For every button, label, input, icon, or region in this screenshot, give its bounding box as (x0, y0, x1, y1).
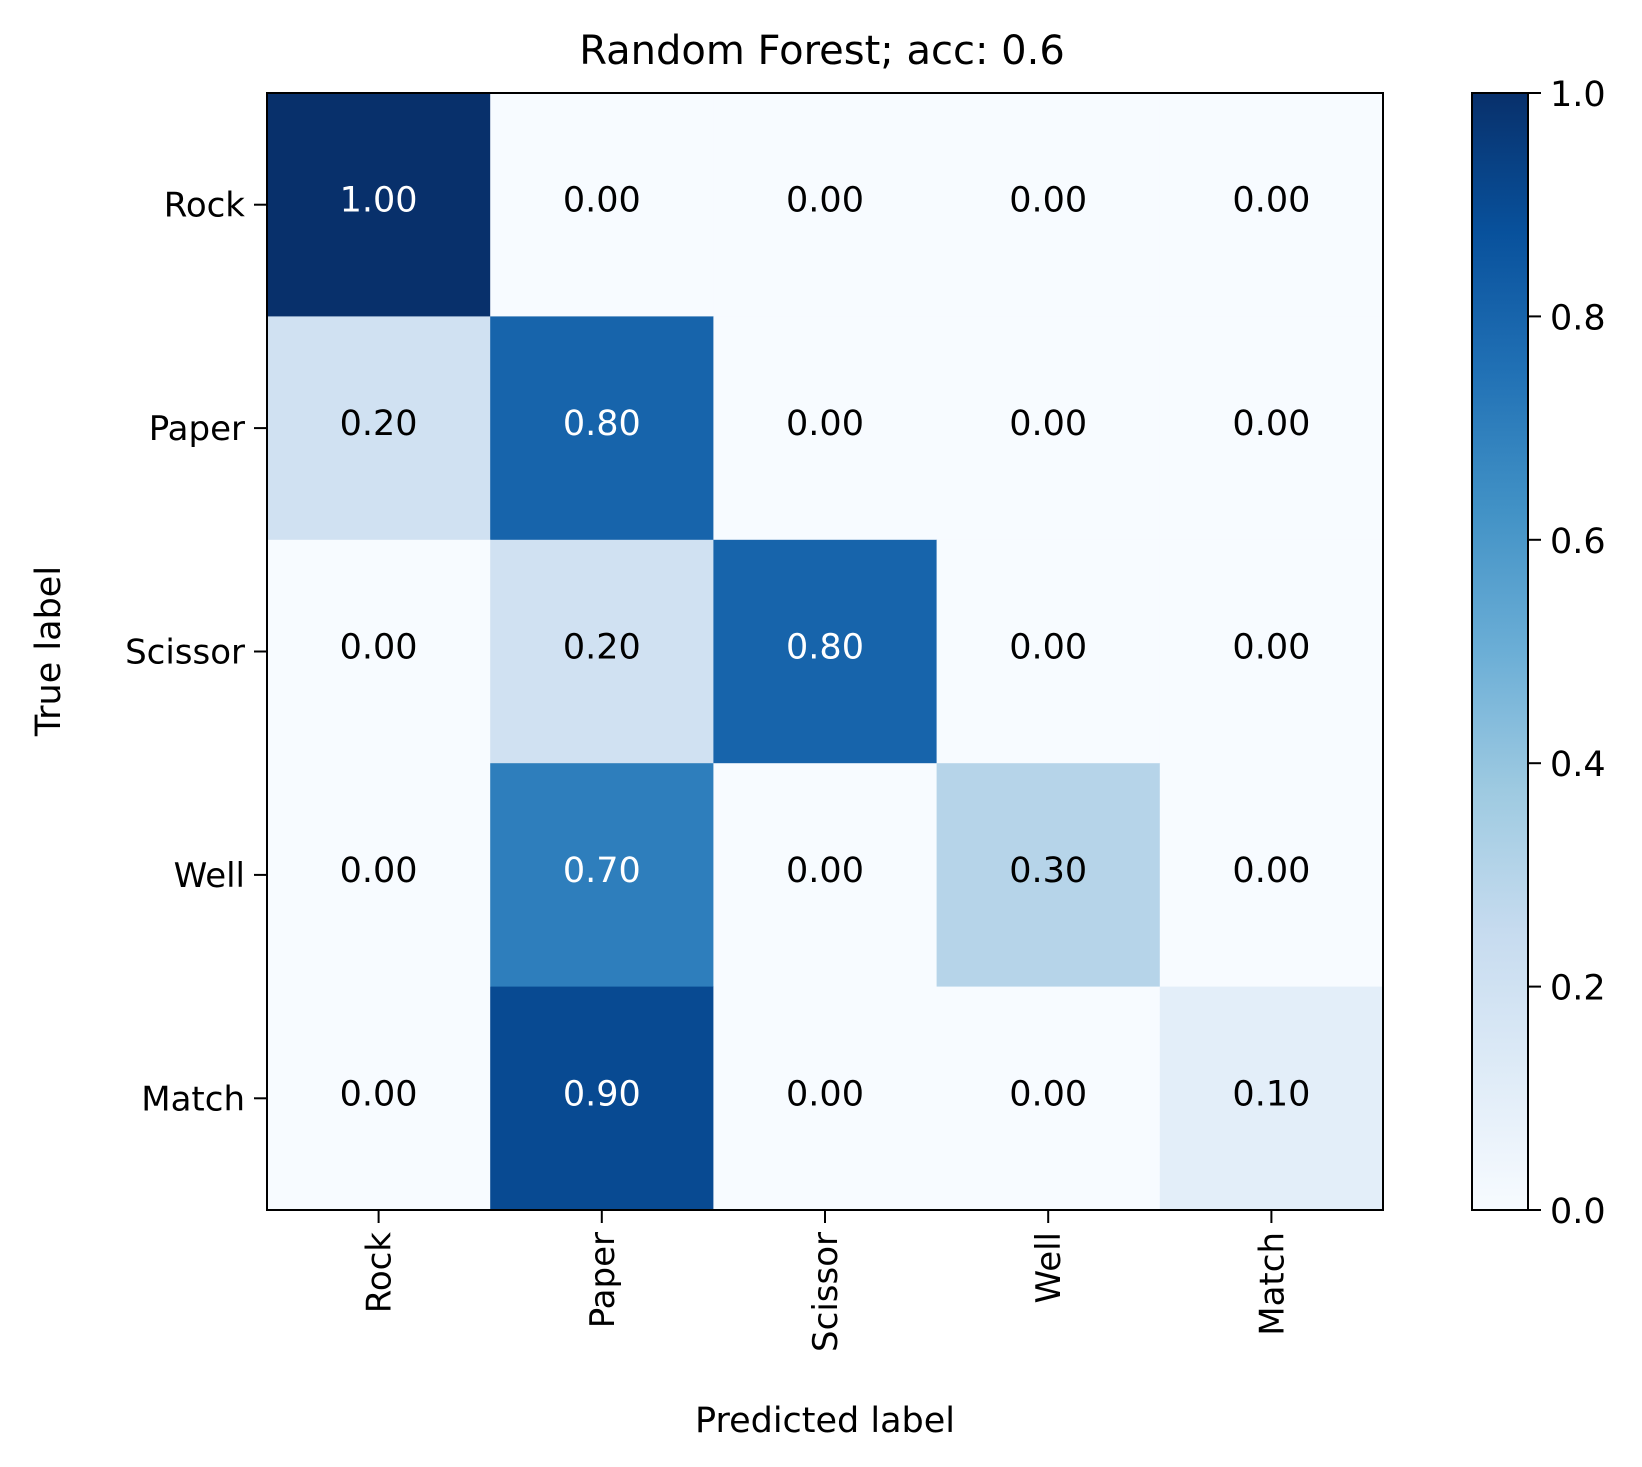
heatmap-cell (1159, 316, 1384, 541)
heatmap-cell (936, 316, 1161, 541)
heatmap-cell (490, 93, 714, 317)
cell-value-label: 0.30 (1009, 851, 1087, 891)
heatmap-cell (267, 986, 491, 1211)
heatmap-cell (267, 539, 491, 764)
cell-value-label: 0.00 (786, 181, 864, 221)
cell-value-label: 0.00 (1232, 181, 1310, 221)
x-tick-label: Well (1029, 1232, 1069, 1303)
colorbar-tick-label: 0.6 (1550, 522, 1606, 562)
colorbar-ticks: 0.0 0.2 0.4 0.6 0.8 1.0 (1528, 75, 1606, 1232)
heatmap-cell-labels: 1.00 0.00 0.00 0.00 0.00 0.20 0.80 0.00 0.00 0.00… (340, 181, 1311, 1115)
heatmap-cell (1159, 93, 1384, 317)
heatmap-cell (267, 316, 491, 541)
heatmap-cell (713, 986, 938, 1211)
y-tick-label: Well (174, 856, 245, 896)
cell-value-label: 0.00 (786, 1074, 864, 1114)
heatmap-cell (267, 93, 491, 317)
cell-value-label: 0.00 (563, 181, 641, 221)
heatmap-cell (936, 986, 1161, 1211)
heatmap-cell (713, 763, 938, 988)
cell-value-label: 0.00 (1009, 628, 1087, 668)
x-tick-label: Match (1252, 1232, 1292, 1336)
cell-value-label: 0.20 (563, 628, 641, 668)
cell-value-label: 0.00 (1009, 1074, 1087, 1114)
chart-title: Random Forest; acc: 0.6 (579, 28, 1065, 74)
colorbar-tick-label: 0.4 (1550, 745, 1606, 785)
cell-value-label: 0.00 (786, 851, 864, 891)
y-axis-label: True label (29, 566, 69, 737)
heatmap-cell (267, 763, 491, 988)
heatmap-cell (490, 986, 714, 1211)
heatmap-cell (936, 763, 1161, 988)
cell-value-label: 0.00 (1232, 404, 1310, 444)
cell-value-label: 0.00 (340, 628, 418, 668)
cell-value-label: 0.00 (1009, 181, 1087, 221)
y-axis-ticks: Rock Paper Scissor Well Match (125, 186, 267, 1119)
x-axis-label: Predicted label (695, 1401, 955, 1441)
cell-value-label: 0.90 (563, 1074, 641, 1114)
colorbar-tick-label: 0.0 (1550, 1192, 1606, 1232)
cell-value-label: 0.10 (1232, 1074, 1310, 1114)
heatmap-cell (490, 316, 714, 541)
cell-value-label: 0.70 (563, 851, 641, 891)
y-tick-label: Paper (149, 409, 245, 449)
colorbar (1471, 92, 1529, 1211)
heatmap-cell (713, 93, 938, 317)
x-axis-ticks: Rock Paper Scissor Well Match (360, 1210, 1292, 1352)
heatmap-cell (713, 539, 938, 764)
heatmap-cell (490, 763, 714, 988)
heatmap-cell (1159, 763, 1384, 988)
heatmap-cell (1159, 986, 1384, 1211)
heatmap-cell (1159, 539, 1384, 764)
x-tick-label: Rock (360, 1232, 400, 1314)
colorbar-tick-label: 0.8 (1550, 298, 1606, 338)
x-tick-label: Paper (583, 1232, 623, 1328)
heatmap-cell (936, 539, 1161, 764)
cell-value-label: 0.80 (786, 628, 864, 668)
cell-value-label: 0.00 (340, 851, 418, 891)
cell-value-label: 0.20 (340, 404, 418, 444)
x-tick-label: Scissor (806, 1232, 846, 1352)
cell-value-label: 0.00 (786, 404, 864, 444)
cell-value-label: 0.80 (563, 404, 641, 444)
y-tick-label: Rock (164, 186, 246, 226)
cell-value-label: 0.00 (340, 1074, 418, 1114)
heatmap-cells (267, 93, 1384, 1211)
cell-value-label: 1.00 (340, 181, 418, 221)
colorbar-tick-label: 0.2 (1550, 969, 1606, 1009)
heatmap-cell (936, 93, 1161, 317)
cell-value-label: 0.00 (1232, 851, 1310, 891)
cell-value-label: 0.00 (1232, 628, 1310, 668)
heatmap-cell (713, 316, 938, 541)
y-tick-label: Scissor (125, 633, 245, 673)
colorbar-tick-label: 1.0 (1550, 75, 1606, 115)
cell-value-label: 0.00 (1009, 404, 1087, 444)
y-tick-label: Match (141, 1079, 245, 1119)
heatmap-cell (490, 539, 714, 764)
